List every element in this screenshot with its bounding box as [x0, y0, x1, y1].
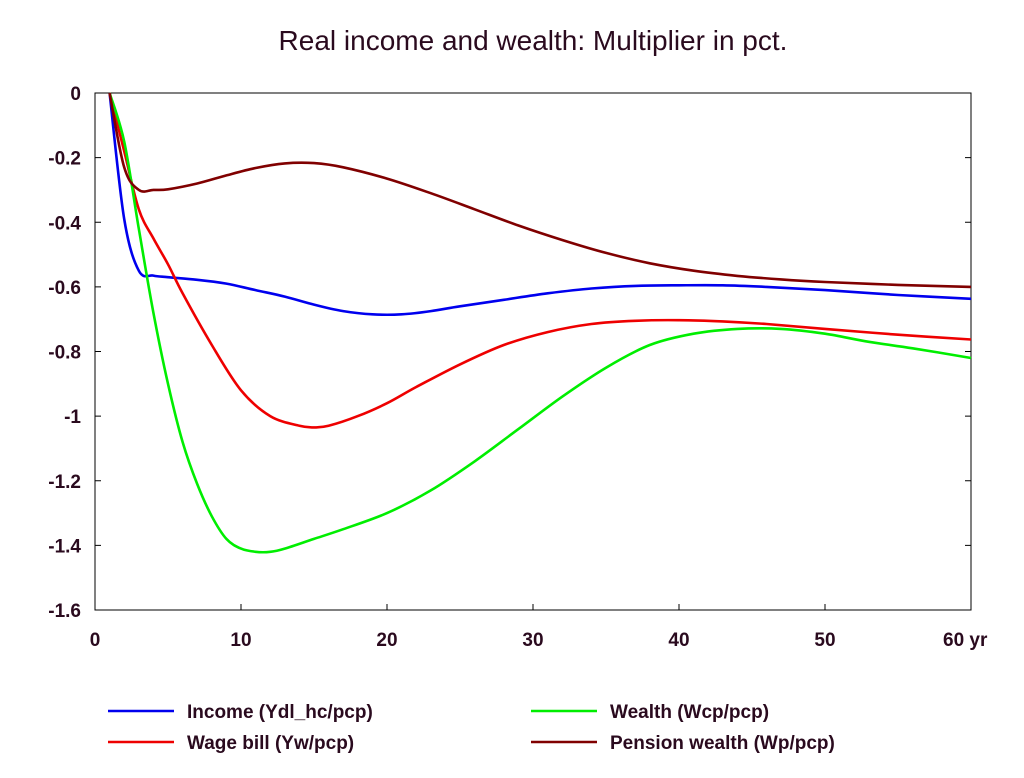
- x-tick-label: 50: [814, 630, 835, 651]
- legend-label: Wealth (Wcp/pcp): [610, 702, 769, 723]
- series-line-pension-wealth-wp-pcp: [108, 92, 972, 289]
- y-tick-label: -0.8: [48, 343, 81, 364]
- legend-label: Wage bill (Yw/pcp): [187, 733, 354, 754]
- x-tick-label: 40: [668, 630, 689, 651]
- y-tick-label: -1.6: [48, 601, 81, 622]
- x-tick-label: 30: [522, 630, 543, 651]
- series-line-wage-bill-yw-pcp: [108, 92, 972, 429]
- y-tick-label: -0.2: [48, 149, 81, 170]
- plot-frame: [94, 92, 972, 611]
- series-line-income-ydl-hc-pcp: [108, 92, 972, 317]
- y-tick-label: -0.6: [48, 278, 81, 299]
- x-tick-label: 60 yr: [943, 630, 988, 651]
- x-axis: 0 10 20 30 40 50 60 yr: [90, 604, 988, 651]
- legend-label: Pension wealth (Wp/pcp): [610, 733, 835, 754]
- y-axis: 0 -0.2 -0.4 -0.6 -0.8 -1 -1.2 -1.4 -1.6: [48, 84, 971, 622]
- legend: Income (Ydl_hc/pcp) Wealth (Wcp/pcp) Wage …: [108, 702, 835, 754]
- chart-title: Real income and wealth: Multiplier in pc…: [279, 25, 788, 56]
- x-tick-label: 20: [376, 630, 397, 651]
- y-tick-label: -1: [64, 407, 81, 428]
- legend-label: Income (Ydl_hc/pcp): [187, 702, 373, 723]
- series-lines: [108, 92, 972, 554]
- x-tick-label: 0: [90, 630, 101, 651]
- y-tick-label: -1.2: [48, 472, 81, 493]
- y-tick-label: -0.4: [48, 213, 81, 234]
- y-tick-label: -1.4: [48, 536, 81, 557]
- series-line-wealth-wcp-pcp: [108, 92, 972, 554]
- y-tick-label: 0: [70, 84, 81, 105]
- x-tick-label: 10: [230, 630, 251, 651]
